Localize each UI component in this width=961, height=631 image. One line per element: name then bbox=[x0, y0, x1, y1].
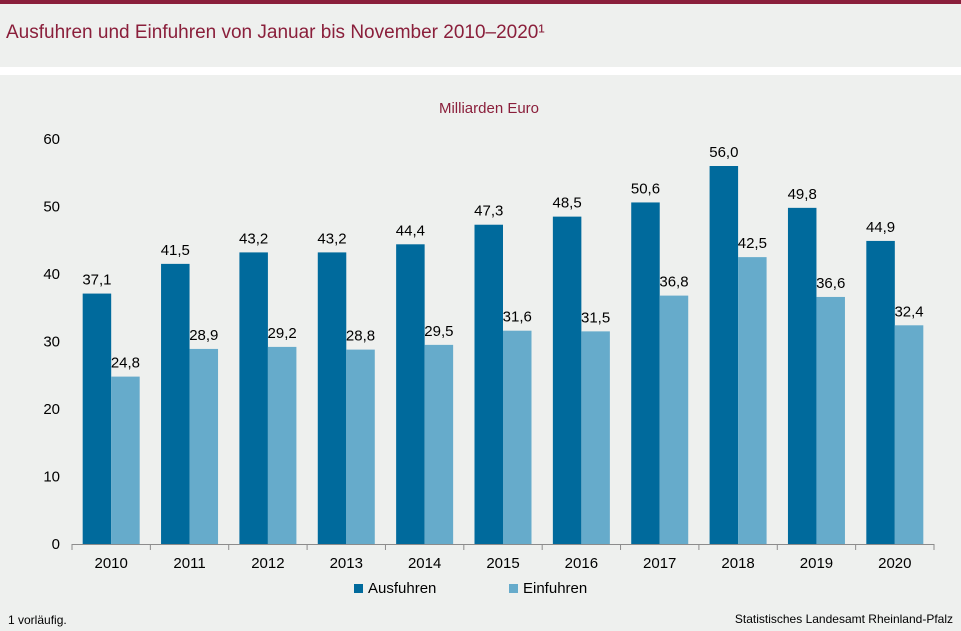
x-tick-label: 2011 bbox=[173, 555, 205, 572]
data-label: 43,2 bbox=[317, 230, 346, 247]
data-label: 36,6 bbox=[816, 275, 845, 292]
data-label: 44,4 bbox=[396, 222, 425, 239]
bar-einfuhren bbox=[894, 325, 924, 544]
bar-ausfuhren bbox=[787, 207, 817, 544]
y-tick-label: 0 bbox=[52, 536, 60, 553]
y-tick-label: 50 bbox=[43, 199, 60, 216]
bar-einfuhren bbox=[267, 346, 297, 544]
footnote: 1 vorläufig. bbox=[8, 613, 67, 627]
top-rule bbox=[0, 0, 961, 4]
data-label: 29,5 bbox=[424, 323, 453, 340]
x-tick-label: 2018 bbox=[721, 555, 754, 572]
x-tick-label: 2016 bbox=[565, 555, 598, 572]
bar-ausfuhren bbox=[396, 244, 425, 545]
bar-einfuhren bbox=[424, 344, 454, 544]
data-label: 36,8 bbox=[659, 274, 688, 291]
x-tick-label: 2015 bbox=[486, 555, 519, 572]
data-label: 29,2 bbox=[268, 325, 297, 342]
legend-label: Ausfuhren bbox=[368, 580, 436, 597]
x-tick-label: 2019 bbox=[800, 555, 833, 572]
data-label: 42,5 bbox=[738, 235, 767, 252]
data-label: 56,0 bbox=[709, 144, 738, 161]
legend-swatch bbox=[354, 584, 363, 593]
bar-einfuhren bbox=[581, 331, 610, 544]
y-tick-label: 20 bbox=[43, 401, 60, 418]
x-tick-label: 2013 bbox=[330, 555, 363, 572]
chart-area: Milliarden Euro 0 10 20 30 40 50 60 37,1 24,8 2010… bbox=[0, 75, 961, 631]
data-label: 44,9 bbox=[866, 219, 895, 236]
bar-ausfuhren bbox=[866, 240, 895, 545]
bar-einfuhren bbox=[659, 295, 689, 544]
bar-einfuhren bbox=[111, 376, 140, 544]
data-label: 48,5 bbox=[553, 195, 582, 212]
bar-ausfuhren bbox=[474, 224, 503, 544]
bar-chart: Milliarden Euro 0 10 20 30 40 50 60 37,1 24,8 2010… bbox=[43, 100, 935, 597]
bar-einfuhren bbox=[346, 349, 375, 544]
bar-ausfuhren bbox=[709, 166, 739, 544]
data-label: 24,8 bbox=[111, 355, 140, 372]
bar-ausfuhren bbox=[239, 252, 268, 544]
data-label: 32,4 bbox=[894, 303, 923, 320]
chart-title: Ausfuhren und Einfuhren von Januar bis N… bbox=[6, 22, 545, 43]
legend-swatch bbox=[509, 584, 518, 593]
data-label: 31,5 bbox=[581, 309, 610, 326]
data-label: 47,3 bbox=[474, 203, 503, 220]
bar-ausfuhren bbox=[631, 202, 660, 544]
x-tick-label: 2010 bbox=[94, 555, 127, 572]
bar-ausfuhren bbox=[552, 216, 582, 544]
data-label: 49,8 bbox=[788, 186, 817, 203]
y-tick-label: 10 bbox=[43, 469, 60, 486]
y-tick-label: 40 bbox=[43, 266, 60, 283]
y-tick-label: 60 bbox=[43, 131, 60, 148]
bar-einfuhren bbox=[816, 296, 845, 544]
unit-label: Milliarden Euro bbox=[439, 100, 539, 117]
data-label: 41,5 bbox=[161, 242, 190, 259]
bar-ausfuhren bbox=[82, 293, 112, 544]
data-label: 28,8 bbox=[346, 328, 375, 345]
bar-einfuhren bbox=[189, 348, 219, 544]
bar-einfuhren bbox=[738, 257, 767, 544]
x-tick-label: 2017 bbox=[643, 555, 676, 572]
title-divider bbox=[0, 67, 961, 75]
data-label: 31,6 bbox=[503, 309, 532, 326]
data-label: 37,1 bbox=[82, 272, 111, 289]
data-label: 43,2 bbox=[239, 230, 268, 247]
x-tick-label: 2020 bbox=[878, 555, 911, 572]
bar-einfuhren bbox=[503, 330, 532, 544]
x-tick-label: 2014 bbox=[408, 555, 441, 572]
data-label: 50,6 bbox=[631, 180, 660, 197]
source-note: Statistisches Landesamt Rheinland-Pfalz bbox=[734, 612, 953, 626]
x-tick-label: 2012 bbox=[251, 555, 284, 572]
bar-ausfuhren bbox=[161, 263, 190, 544]
legend-label: Einfuhren bbox=[523, 580, 587, 597]
data-label: 28,9 bbox=[189, 327, 218, 344]
y-tick-label: 30 bbox=[43, 334, 60, 351]
bar-ausfuhren bbox=[317, 252, 347, 544]
